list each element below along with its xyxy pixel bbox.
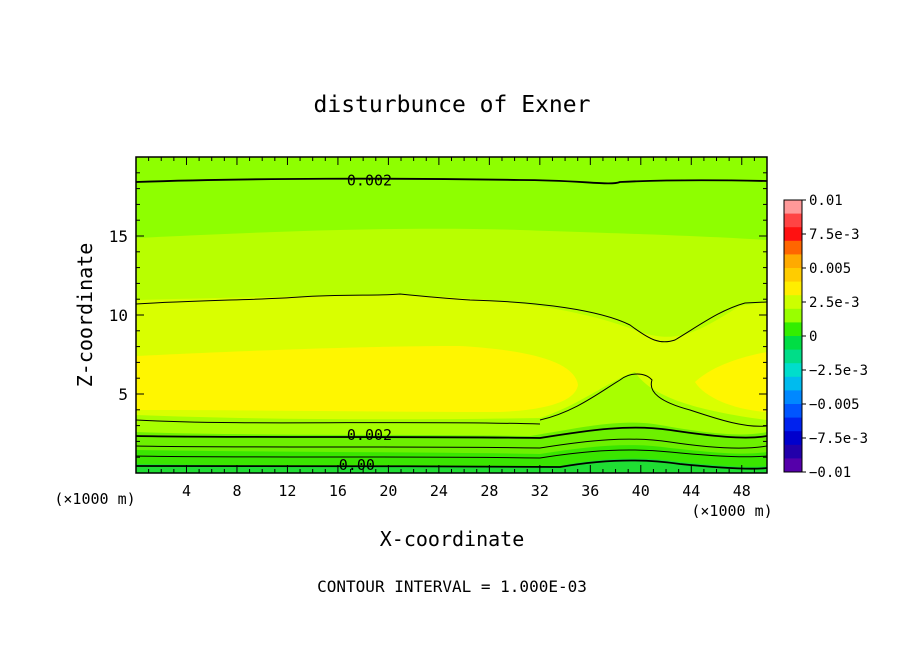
colorbar-swatch [784, 336, 802, 351]
colorbar [783, 199, 803, 473]
colorbar-swatch [784, 444, 802, 459]
colorbar-swatch [784, 200, 802, 215]
contour-label: 0.00 [339, 456, 375, 474]
contour-line-top [136, 177, 767, 185]
x-axis-label: X-coordinate [380, 527, 525, 551]
x-tick-label: 16 [329, 482, 347, 500]
field-core [136, 346, 578, 412]
contour-line-thin-2 [136, 438, 767, 449]
colorbar-label: 7.5e-3 [809, 227, 860, 243]
contour-line-upper [136, 293, 767, 343]
y-tick-label: 15 [109, 227, 128, 246]
colorbar-swatch [784, 322, 802, 337]
contour-field [136, 157, 767, 473]
colorbar-label: −0.01 [809, 465, 851, 481]
contour-interval-footer: CONTOUR INTERVAL = 1.000E-03 [317, 577, 587, 596]
x-tick-label: 24 [430, 482, 448, 500]
x-unit-left: (×1000 m) [54, 490, 135, 508]
colorbar-label: 0.005 [809, 261, 851, 277]
x-unit-right: (×1000 m) [691, 502, 772, 520]
contour-line-thin-1 [136, 419, 541, 425]
x-tick-label: 4 [182, 482, 191, 500]
y-tick-label: 10 [109, 306, 128, 325]
colorbar-swatch [784, 390, 802, 405]
colorbar-labels: 0.01 7.5e-3 0.005 2.5e-3 0 −2.5e-3 −0.005 −7.5e… [802, 193, 868, 481]
colorbar-label: −7.5e-3 [809, 431, 868, 447]
x-tick-label: 32 [531, 482, 549, 500]
x-tick-label: 28 [480, 482, 498, 500]
contour-label: 0.002 [347, 426, 392, 444]
colorbar-swatch [784, 376, 802, 391]
chart-title: disturbunce of Exner [314, 92, 591, 118]
x-tick-label: 20 [379, 482, 397, 500]
colorbar-swatch [784, 308, 802, 323]
x-tick-label: 36 [581, 482, 599, 500]
colorbar-label: 2.5e-3 [809, 295, 860, 311]
contour-line-0002-low [136, 426, 767, 439]
colorbar-swatch [784, 431, 802, 446]
colorbar-swatch [784, 254, 802, 269]
colorbar-swatch [784, 281, 802, 296]
colorbar-label: −0.005 [809, 397, 860, 413]
contour-line-zero [136, 459, 767, 470]
axis-ticks [136, 157, 767, 473]
y-axis-label: Z-coordinate [73, 243, 97, 388]
x-tick-label: 40 [632, 482, 650, 500]
colorbar-swatch [784, 404, 802, 419]
colorbar-swatch [784, 417, 802, 432]
x-tick-label: 12 [278, 482, 296, 500]
colorbar-label: 0.01 [809, 193, 843, 209]
x-tick-label: 48 [733, 482, 751, 500]
colorbar-swatch [784, 240, 802, 255]
y-tick-label: 5 [118, 385, 128, 404]
colorbar-swatch [784, 363, 802, 378]
colorbar-swatch [784, 295, 802, 310]
contour-label: 0.002 [347, 172, 392, 190]
colorbar-label: 0 [809, 329, 817, 345]
contour-line-thin-3 [136, 449, 767, 459]
colorbar-swatch [784, 213, 802, 228]
colorbar-swatch [784, 227, 802, 242]
field-core-right [695, 352, 767, 412]
colorbar-swatch [784, 268, 802, 283]
contour-labels: 0.002 0.002 0.00 [339, 172, 392, 474]
colorbar-swatch [784, 458, 802, 473]
colorbar-label: −2.5e-3 [809, 363, 868, 379]
x-tick-label: 44 [682, 482, 700, 500]
field-bottom [136, 458, 767, 473]
colorbar-swatch [784, 349, 802, 364]
contour-line-bulge [539, 373, 767, 427]
x-tick-label: 8 [232, 482, 241, 500]
